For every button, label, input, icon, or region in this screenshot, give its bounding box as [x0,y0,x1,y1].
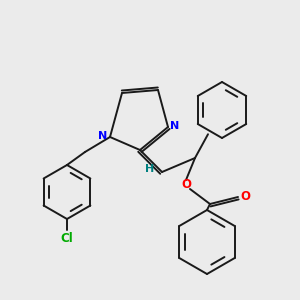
Text: N: N [98,131,108,141]
Text: O: O [240,190,250,202]
Text: O: O [181,178,191,191]
Text: N: N [170,121,180,131]
Text: Cl: Cl [61,232,74,244]
Text: H: H [146,164,154,174]
